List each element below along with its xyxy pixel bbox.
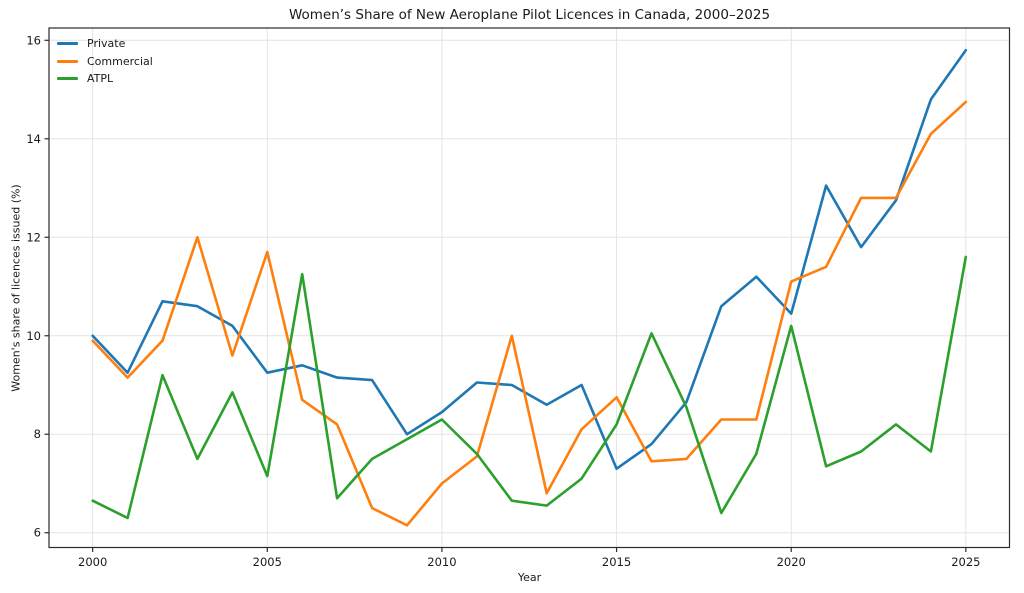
y-axis-label: Women's share of licences issued (%): [9, 184, 23, 392]
y-tick-label: 10: [26, 329, 41, 343]
legend-label-commercial: Commercial: [87, 54, 153, 68]
legend-label-private: Private: [87, 37, 126, 51]
chart-title: Women’s Share of New Aeroplane Pilot Lic…: [288, 7, 771, 23]
x-axis-label: Year: [517, 571, 542, 584]
y-tick-label: 6: [34, 526, 41, 540]
series-line-private: [91, 48, 968, 471]
legend-item-commercial: Commercial: [57, 53, 153, 71]
x-tick-label: 2020: [777, 555, 806, 569]
y-tick-label: 16: [26, 33, 41, 47]
legend: Private Commercial ATPL: [57, 35, 153, 88]
y-tick-label: 12: [26, 230, 41, 244]
x-tick-label: 2005: [253, 555, 282, 569]
series-line-atpl: [91, 255, 968, 520]
axes-border: [48, 27, 1011, 549]
x-tick-label: 2010: [427, 555, 456, 569]
y-tick-label: 8: [34, 427, 41, 441]
x-tick-label: 2015: [602, 555, 631, 569]
x-tick-label: 2000: [78, 555, 107, 569]
legend-swatch-atpl: [57, 77, 78, 81]
legend-swatch-commercial: [57, 59, 78, 63]
series-line-commercial: [91, 100, 968, 527]
legend-item-atpl: ATPL: [57, 70, 153, 88]
legend-label-atpl: ATPL: [87, 72, 114, 86]
x-tick-label: 2025: [951, 555, 980, 569]
y-tick-label: 14: [26, 132, 41, 146]
legend-swatch-private: [57, 42, 78, 46]
legend-item-private: Private: [57, 35, 153, 53]
